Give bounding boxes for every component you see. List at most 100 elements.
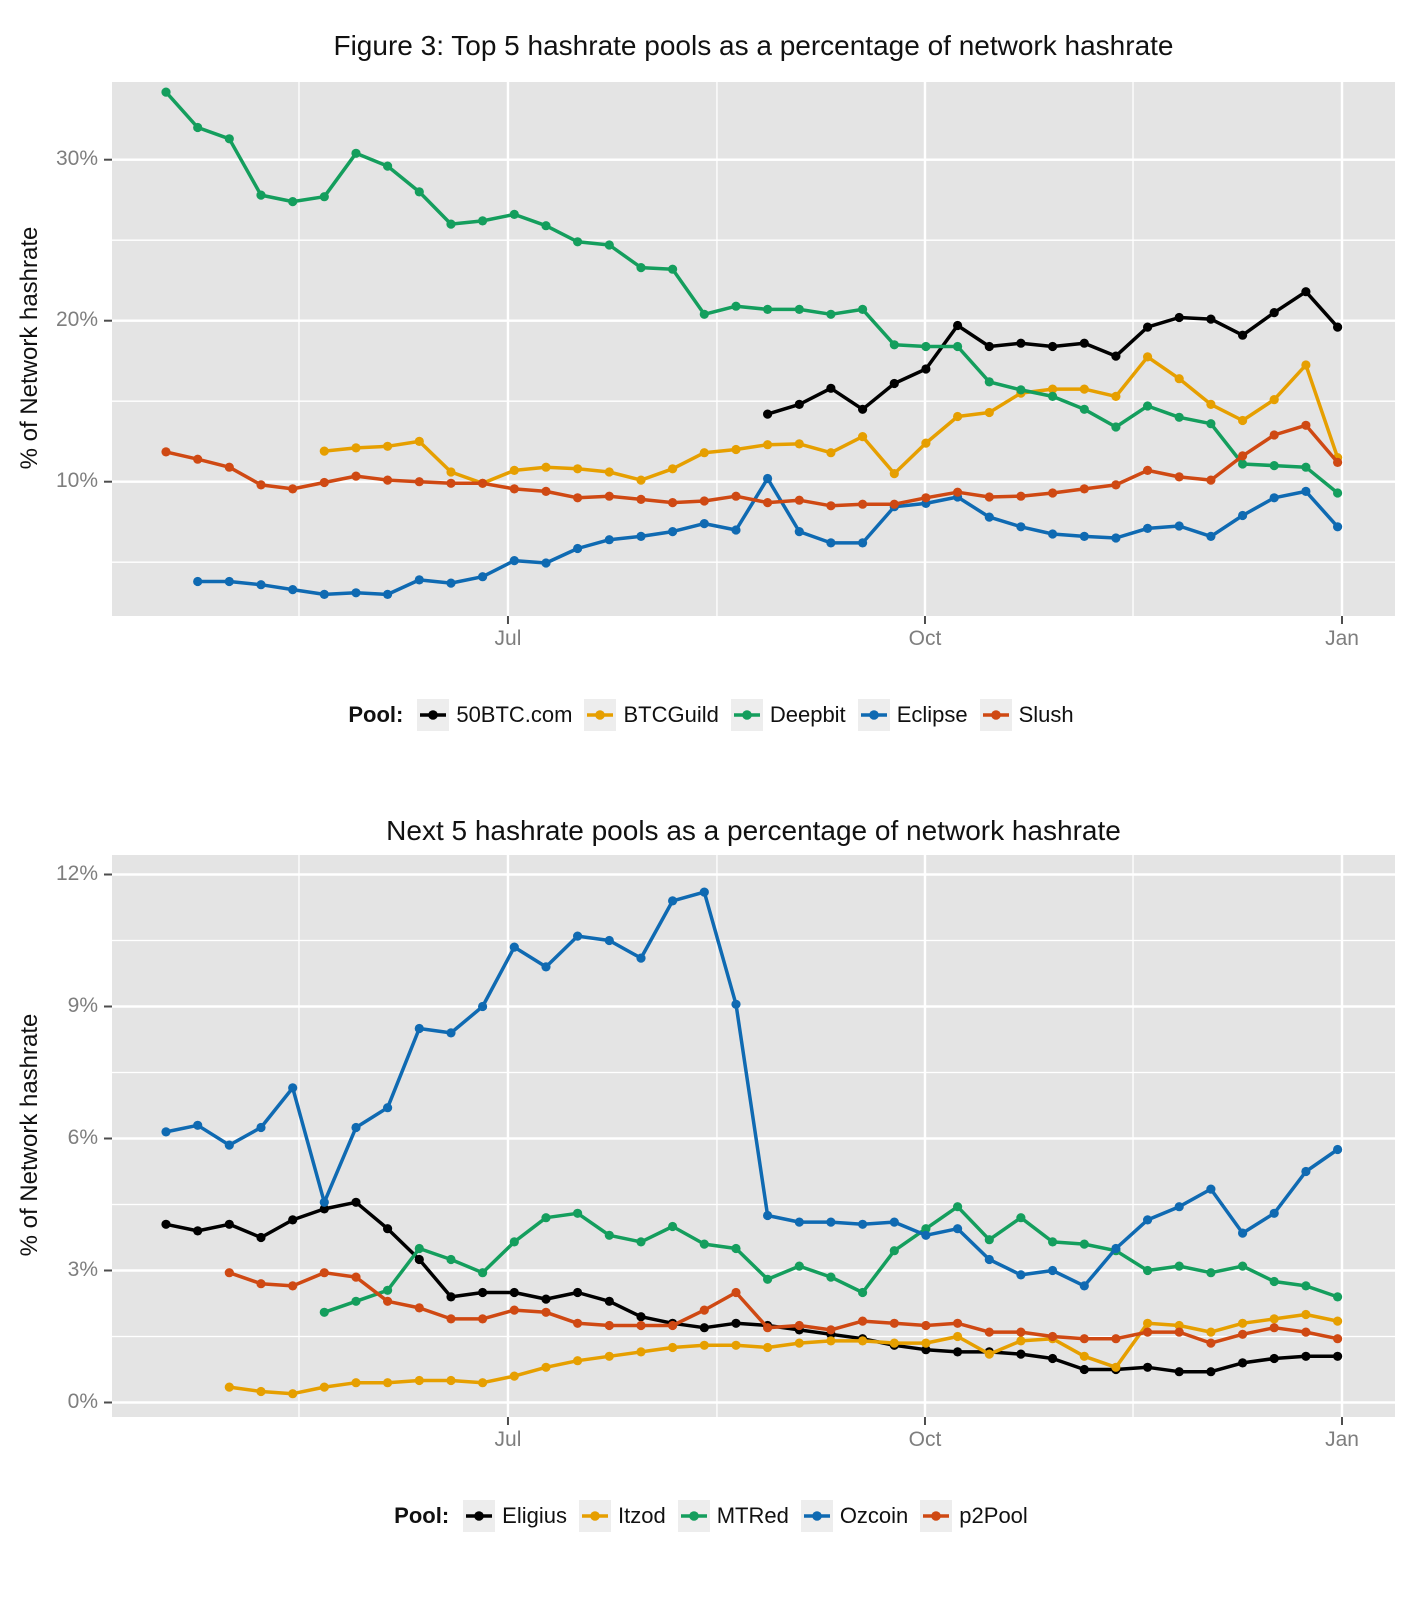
data-point-Itzod [921, 1338, 931, 1348]
data-point-Slush [1269, 430, 1279, 440]
data-point-Slush [699, 496, 709, 506]
data-point-50BTC.com [858, 404, 868, 414]
data-point-p2Pool [858, 1316, 868, 1326]
data-point-Ozcoin [731, 999, 741, 1009]
data-point-Eclipse [858, 538, 868, 548]
legend-key-icon [584, 699, 617, 731]
y-tick-label: 10% [55, 468, 98, 492]
data-point-Eclipse [446, 578, 456, 588]
data-point-50BTC.com [1111, 351, 1121, 361]
x-tick-label: Jan [1325, 1428, 1359, 1451]
legend-key-icon [800, 1500, 833, 1532]
legend-label: Eligius [502, 1503, 567, 1528]
data-point-Eclipse [731, 525, 741, 535]
data-point-Slush [604, 491, 614, 501]
bottom-chart-legend: Pool: Eligius Itzod MTRed Ozcoin p2Pool [0, 1500, 1422, 1532]
data-point-BTCGuild [668, 464, 678, 474]
data-point-Ozcoin [889, 1217, 899, 1227]
data-point-MTRed [636, 1237, 646, 1247]
legend-key-icon [417, 699, 450, 731]
data-point-Deepbit [826, 309, 836, 319]
legend-key-icon [857, 699, 890, 731]
legend-item-BTCGuild: BTCGuild [584, 699, 719, 731]
data-point-50BTC.com [953, 320, 963, 331]
data-point-Slush [224, 462, 234, 472]
legend-item-Eclipse: Eclipse [857, 699, 968, 731]
data-point-MTRed [984, 1235, 994, 1245]
data-point-MTRed [573, 1208, 583, 1218]
data-point-Deepbit [1269, 461, 1279, 471]
legend-label: BTCGuild [623, 702, 719, 727]
data-point-Itzod [478, 1378, 488, 1388]
data-point-Itzod [1111, 1362, 1121, 1372]
data-point-Eclipse [1301, 486, 1311, 496]
data-point-BTCGuild [446, 467, 456, 477]
data-point-Deepbit [1079, 404, 1089, 414]
data-point-Ozcoin [826, 1217, 836, 1227]
data-point-Eligius [193, 1226, 203, 1236]
data-point-Eclipse [1174, 521, 1184, 531]
data-point-BTCGuild [921, 438, 931, 448]
data-point-Slush [826, 501, 836, 511]
data-point-Ozcoin [193, 1120, 203, 1130]
data-point-p2Pool [826, 1325, 836, 1335]
data-point-Slush [161, 447, 171, 457]
data-point-Slush [953, 487, 963, 497]
series-line-Ozcoin [164, 890, 1340, 1288]
data-point-MTRed [889, 1246, 899, 1256]
data-point-Slush [984, 492, 994, 502]
data-point-Ozcoin [161, 1127, 171, 1137]
data-point-50BTC.com [1143, 322, 1153, 332]
data-point-Itzod [509, 1371, 519, 1381]
data-point-Deepbit [383, 161, 393, 171]
data-point-Eclipse [636, 531, 646, 542]
data-point-p2Pool [1016, 1327, 1026, 1337]
data-point-Itzod [668, 1342, 678, 1353]
data-point-Ozcoin [351, 1122, 361, 1133]
data-point-Itzod [1333, 1316, 1343, 1326]
data-point-Eligius [1143, 1362, 1153, 1372]
data-point-Itzod [1301, 1309, 1311, 1320]
data-point-Ozcoin [573, 931, 583, 941]
data-point-Slush [1333, 457, 1343, 467]
data-point-50BTC.com [763, 409, 773, 419]
legend-item-MTRed: MTRed [677, 1500, 789, 1532]
legend-key-icon [979, 699, 1012, 731]
data-point-Eligius [351, 1197, 361, 1207]
data-point-Eligius [1079, 1364, 1089, 1375]
data-point-Eclipse [699, 519, 709, 529]
bottom-legend-title: Pool: [394, 1503, 450, 1528]
data-point-Eligius [1174, 1367, 1184, 1377]
data-point-Slush [1048, 488, 1058, 498]
data-point-Slush [351, 471, 361, 481]
data-point-MTRed [414, 1243, 424, 1254]
data-point-Deepbit [446, 219, 456, 229]
legend-item-Itzod: Itzod [578, 1500, 666, 1532]
data-point-Itzod [699, 1340, 709, 1350]
data-point-Itzod [1206, 1327, 1216, 1337]
data-point-Eclipse [1016, 522, 1026, 532]
data-point-BTCGuild [509, 465, 519, 475]
data-point-p2Pool [731, 1287, 741, 1298]
data-point-MTRed [1143, 1265, 1153, 1276]
data-point-MTRed [858, 1287, 868, 1298]
data-point-Eligius [921, 1345, 931, 1355]
data-point-Ozcoin [636, 953, 646, 963]
data-point-p2Pool [446, 1314, 456, 1324]
data-point-Eclipse [1079, 531, 1089, 542]
series-line-Eligius [164, 1200, 1340, 1374]
data-point-BTCGuild [636, 475, 646, 485]
legend-key-icon [920, 1500, 953, 1532]
data-point-Eligius [1333, 1351, 1343, 1361]
data-point-Deepbit [224, 134, 234, 144]
data-point-Slush [1016, 491, 1026, 501]
data-point-Ozcoin [1048, 1265, 1058, 1276]
data-point-p2Pool [414, 1303, 424, 1313]
data-point-MTRed [763, 1274, 773, 1284]
data-point-Eclipse [668, 527, 678, 537]
data-point-p2Pool [953, 1318, 963, 1328]
legend-key-icon [730, 699, 763, 731]
data-point-p2Pool [604, 1320, 614, 1331]
legend-item-p2Pool: p2Pool [920, 1500, 1028, 1532]
